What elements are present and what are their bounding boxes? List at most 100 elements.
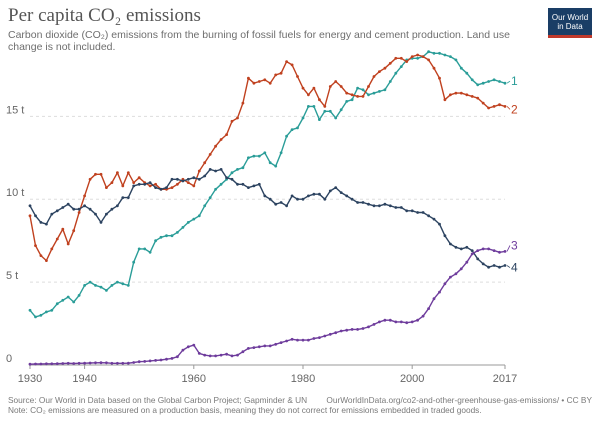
- x-tick-label: 1930: [18, 373, 42, 385]
- data-point-4: [50, 212, 54, 216]
- data-point-3: [186, 345, 190, 349]
- owid-logo[interactable]: Our World in Data: [548, 8, 592, 38]
- data-point-4: [132, 184, 136, 188]
- data-point-4: [394, 206, 398, 209]
- data-point-2: [399, 56, 403, 60]
- data-point-3: [405, 321, 409, 325]
- data-point-2: [252, 81, 256, 85]
- data-point-4: [350, 197, 354, 201]
- data-point-1: [72, 300, 76, 304]
- data-point-1: [470, 78, 474, 82]
- data-point-3: [328, 332, 332, 336]
- data-point-4: [241, 182, 245, 186]
- data-point-4: [197, 177, 201, 181]
- data-point-3: [307, 338, 310, 342]
- source-url-link[interactable]: OurWorldInData.org/co2-and-other-greenho…: [326, 395, 592, 405]
- data-point-1: [247, 156, 250, 160]
- data-point-4: [88, 207, 92, 211]
- data-point-3: [159, 358, 163, 362]
- data-point-4: [116, 204, 119, 208]
- data-point-2: [241, 101, 245, 105]
- data-point-4: [83, 204, 86, 208]
- logo-accent-bar: [548, 35, 592, 38]
- data-point-1: [94, 284, 97, 287]
- data-point-4: [61, 206, 65, 209]
- data-point-2: [498, 103, 501, 107]
- x-tick-label: 2000: [400, 373, 424, 385]
- data-point-2: [328, 85, 332, 88]
- data-point-3: [148, 359, 152, 363]
- data-point-2: [296, 75, 299, 78]
- data-point-3: [290, 337, 294, 341]
- x-tick-label: 1940: [72, 373, 96, 385]
- data-point-1: [154, 239, 158, 243]
- data-point-1: [186, 221, 190, 224]
- data-point-2: [77, 211, 81, 214]
- data-point-2: [394, 56, 398, 60]
- data-point-1: [39, 313, 43, 317]
- data-point-2: [454, 91, 458, 95]
- data-point-1: [159, 235, 163, 239]
- data-point-1: [481, 81, 485, 85]
- data-point-2: [236, 116, 239, 120]
- data-point-1: [487, 80, 490, 83]
- data-point-3: [476, 249, 480, 253]
- data-point-4: [66, 202, 70, 206]
- data-point-1: [137, 247, 141, 251]
- data-point-3: [285, 339, 288, 343]
- data-point-1: [143, 247, 147, 251]
- data-point-1: [334, 116, 338, 120]
- data-point-2: [290, 63, 294, 67]
- data-point-1: [274, 164, 278, 168]
- data-point-4: [247, 186, 250, 190]
- data-point-1: [203, 204, 207, 208]
- data-point-3: [116, 361, 119, 365]
- data-point-2: [492, 105, 496, 108]
- data-point-2: [367, 85, 370, 88]
- data-point-3: [432, 297, 436, 301]
- data-point-2: [350, 93, 354, 97]
- data-point-2: [443, 98, 447, 102]
- data-point-3: [421, 314, 425, 318]
- data-point-2: [72, 229, 76, 233]
- data-point-1: [88, 280, 92, 284]
- data-point-4: [465, 245, 469, 249]
- data-point-2: [476, 96, 480, 100]
- data-point-3: [219, 353, 223, 357]
- data-point-1: [105, 289, 108, 292]
- data-point-1: [148, 250, 152, 254]
- data-point-1: [492, 78, 496, 82]
- data-point-2: [230, 119, 234, 123]
- data-point-4: [143, 182, 147, 186]
- series-label-leader: [506, 80, 511, 84]
- data-point-2: [88, 177, 92, 181]
- data-point-1: [126, 284, 130, 287]
- data-point-3: [257, 345, 261, 349]
- data-point-4: [257, 182, 261, 186]
- data-point-1: [416, 56, 419, 60]
- data-point-1: [438, 51, 441, 55]
- data-point-2: [34, 244, 37, 248]
- data-point-2: [50, 247, 54, 251]
- data-point-1: [257, 154, 261, 158]
- data-point-3: [105, 361, 108, 365]
- data-point-2: [279, 71, 283, 75]
- data-point-1: [121, 282, 125, 286]
- data-point-4: [137, 182, 141, 186]
- data-point-3: [481, 247, 485, 251]
- data-point-4: [421, 211, 425, 214]
- data-point-4: [176, 177, 179, 181]
- data-point-2: [307, 93, 310, 97]
- data-point-1: [219, 182, 223, 186]
- data-point-4: [410, 209, 414, 213]
- data-point-1: [350, 98, 354, 102]
- data-point-3: [66, 361, 70, 365]
- series-label-4: 4: [511, 261, 518, 275]
- chart-title: Per capita CO₂ emissions: [8, 5, 201, 26]
- data-point-4: [405, 209, 409, 213]
- data-point-2: [170, 186, 174, 190]
- data-point-1: [66, 295, 70, 299]
- data-point-3: [334, 331, 338, 335]
- data-point-1: [268, 161, 272, 165]
- data-point-4: [492, 264, 496, 267]
